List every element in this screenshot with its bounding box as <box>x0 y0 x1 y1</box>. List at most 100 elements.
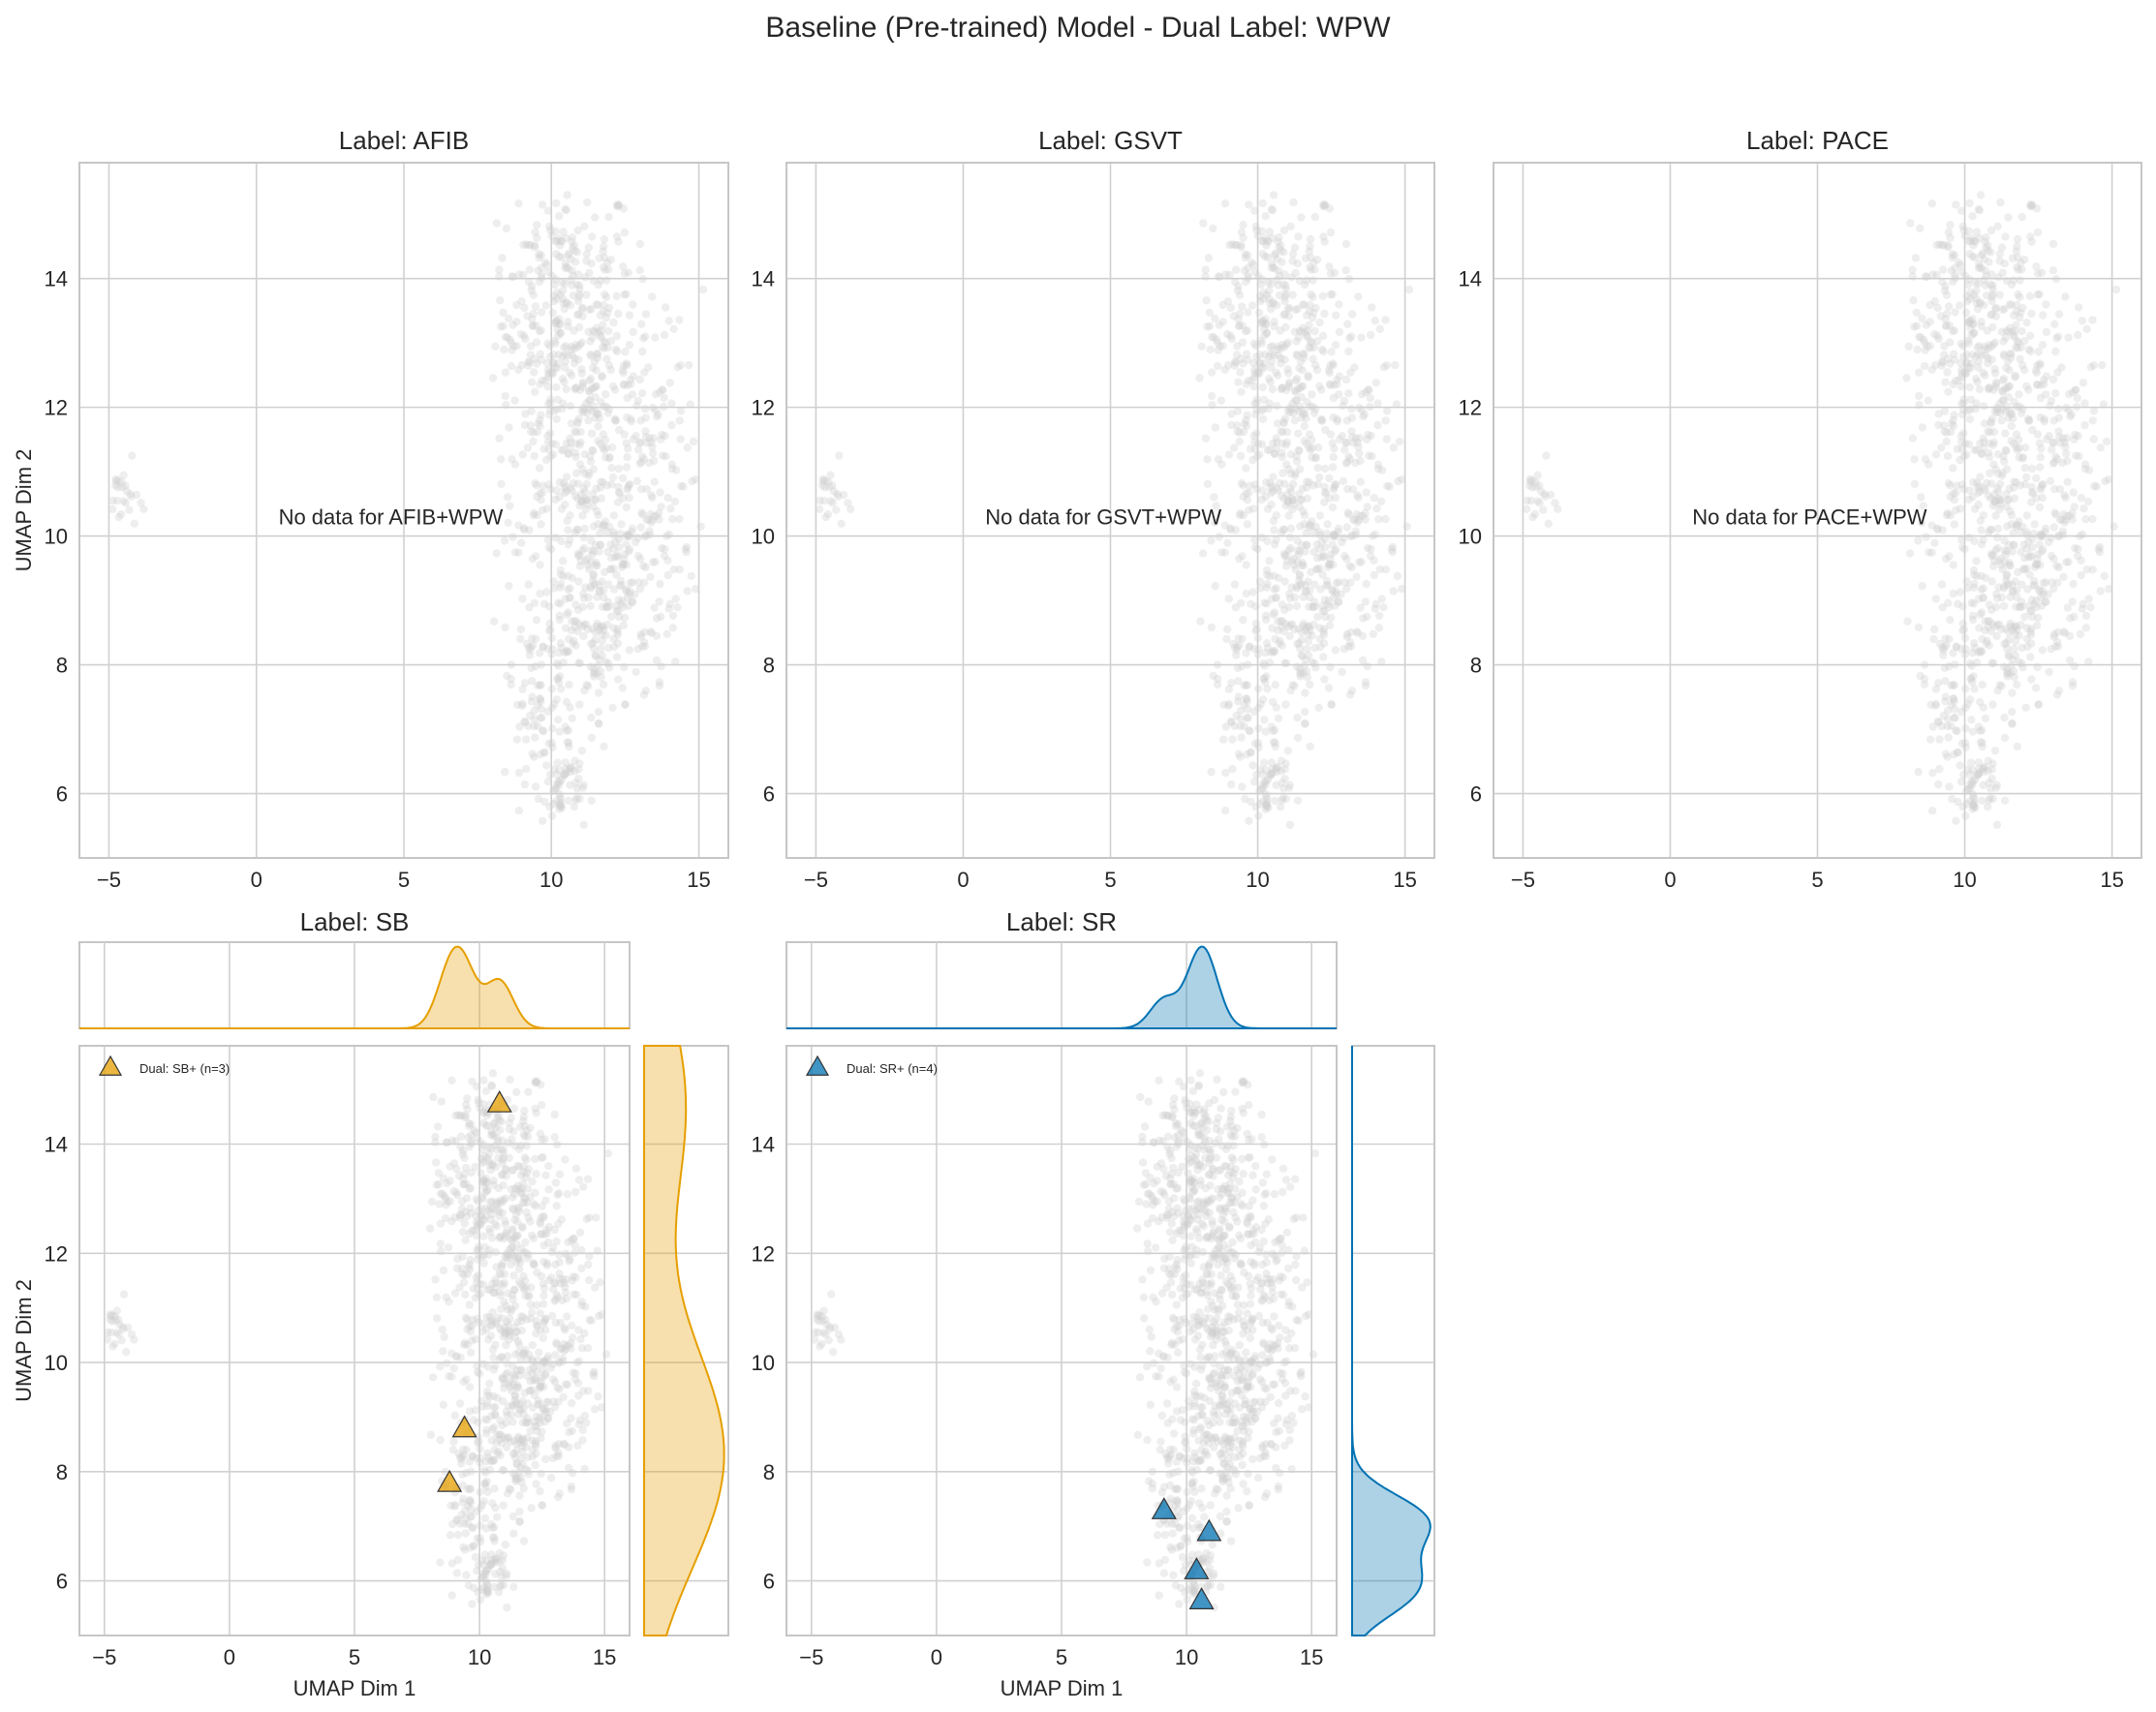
background-point <box>567 484 575 493</box>
background-point <box>1306 300 1314 310</box>
background-point <box>1339 476 1348 485</box>
background-point <box>2048 239 2058 249</box>
background-point <box>544 399 553 408</box>
background-point <box>1262 329 1272 338</box>
background-point <box>567 255 575 263</box>
background-point <box>1307 290 1315 299</box>
background-point <box>1236 721 1245 731</box>
background-point <box>562 481 570 490</box>
background-point <box>601 631 610 640</box>
background-point <box>622 532 631 541</box>
y-tick-label: 6 <box>56 1570 68 1594</box>
background-point <box>655 515 663 524</box>
background-point <box>1979 535 1987 544</box>
background-point <box>587 536 596 545</box>
background-point <box>1251 803 1260 811</box>
background-point <box>1351 458 1360 468</box>
background-point <box>1310 658 1319 668</box>
background-point <box>1231 240 1240 250</box>
background-point <box>1281 285 1290 293</box>
background-point <box>1964 495 1974 504</box>
background-point <box>665 379 674 387</box>
background-point <box>1234 634 1243 643</box>
background-point <box>1245 642 1253 651</box>
background-point <box>1264 803 1273 812</box>
background-point <box>1322 530 1331 538</box>
background-point <box>1363 503 1372 511</box>
background-point <box>1341 375 1351 384</box>
background-point <box>2078 604 2086 613</box>
background-point <box>1922 533 1930 541</box>
background-point <box>514 1348 524 1357</box>
background-point <box>1987 494 1995 504</box>
background-point <box>528 1340 537 1350</box>
background-point <box>1249 644 1259 654</box>
background-point <box>2016 354 2024 363</box>
background-point <box>1975 487 1985 496</box>
background-point <box>476 1487 484 1497</box>
background-point <box>455 1283 464 1292</box>
background-point <box>449 1363 458 1373</box>
background-point <box>1909 296 1918 305</box>
y-tick-label: 10 <box>45 1351 68 1375</box>
background-point <box>627 414 635 423</box>
background-point <box>1990 498 2000 507</box>
background-point <box>535 326 543 336</box>
background-point <box>1268 342 1277 351</box>
background-point <box>1264 775 1273 784</box>
background-point <box>588 625 597 633</box>
background-point <box>537 1271 546 1281</box>
background-point <box>1354 493 1363 503</box>
background-point <box>598 622 606 630</box>
background-point <box>2018 522 2027 532</box>
background-point <box>465 1383 475 1391</box>
background-point <box>2001 333 2011 342</box>
background-point <box>557 536 566 546</box>
background-point <box>584 472 593 480</box>
background-point <box>552 780 561 789</box>
background-point <box>1374 515 1383 524</box>
background-point <box>1903 617 1912 626</box>
background-point <box>623 361 631 370</box>
background-point <box>1358 631 1368 640</box>
background-point <box>514 768 524 778</box>
background-point <box>1980 767 1988 777</box>
background-point <box>1980 438 1988 446</box>
background-point <box>530 598 539 607</box>
background-point <box>1213 680 1222 689</box>
background-point <box>594 437 602 445</box>
background-point <box>1960 739 1970 748</box>
background-point <box>600 262 608 272</box>
background-point <box>634 578 643 587</box>
background-point <box>1330 531 1339 539</box>
background-point <box>601 517 610 526</box>
background-point <box>549 577 558 586</box>
background-point <box>648 516 657 525</box>
background-point <box>543 431 552 441</box>
background-point <box>2017 361 2027 370</box>
background-point <box>593 619 601 628</box>
background-point <box>554 678 564 687</box>
background-point <box>1209 333 1218 342</box>
background-point <box>586 374 595 383</box>
background-point <box>641 433 651 442</box>
background-point <box>2049 584 2058 594</box>
background-point <box>1230 580 1240 589</box>
background-point <box>477 1192 486 1202</box>
background-point <box>1987 419 1995 428</box>
background-point <box>651 558 660 566</box>
background-point <box>579 1182 588 1191</box>
background-point <box>552 319 561 327</box>
background-point <box>654 410 662 419</box>
background-point <box>2017 528 2025 536</box>
background-point <box>496 1269 506 1279</box>
background-point <box>1271 264 1279 273</box>
background-point <box>590 357 600 366</box>
background-point <box>1347 413 1357 422</box>
background-point <box>1965 317 1975 325</box>
background-point <box>523 443 533 452</box>
background-point <box>1227 334 1236 344</box>
background-point <box>1259 363 1268 373</box>
background-point <box>489 617 499 626</box>
background-point <box>1256 336 1265 346</box>
